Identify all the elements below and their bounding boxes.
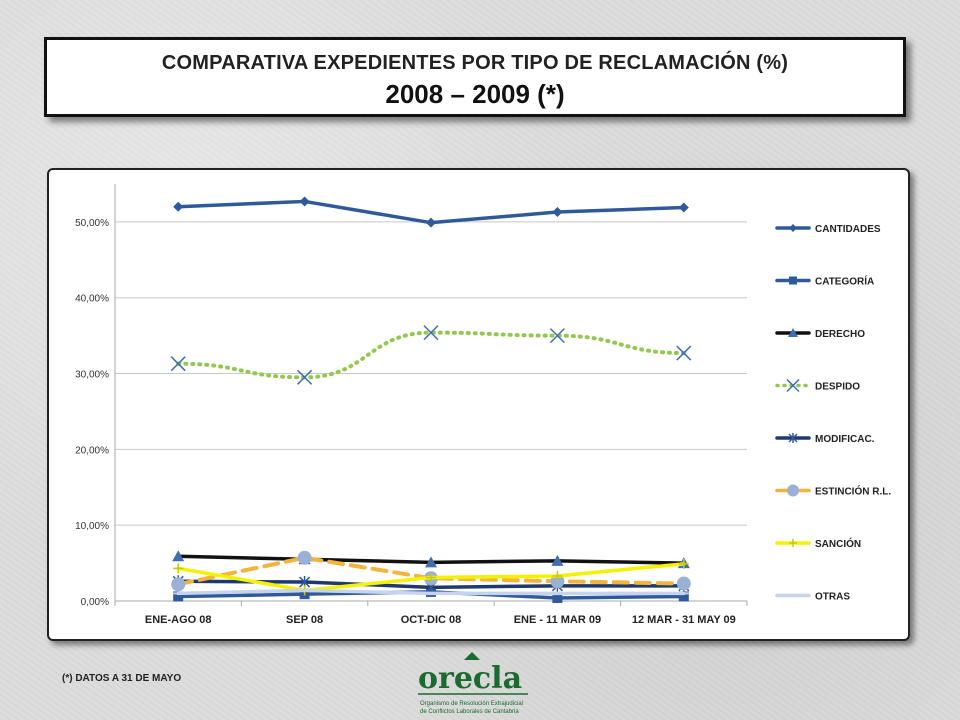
footnote: (*) DATOS A 31 DE MAYO	[62, 673, 182, 684]
data-point-cantidades	[552, 207, 563, 218]
legend-marker-categor-a	[789, 276, 797, 285]
x-tick-label: OCT-DIC 08	[401, 614, 462, 626]
data-point-estinci-n-r-l	[297, 550, 312, 565]
data-point-derecho	[425, 556, 437, 568]
logo-caption-1: Organismo de Resolución Extrajudicial	[420, 701, 523, 707]
data-point-despido	[170, 356, 186, 372]
x-tick-label: 12 MAR - 31 MAY 09	[632, 614, 736, 626]
logo-roof-icon	[464, 652, 480, 660]
data-point-derecho	[551, 554, 564, 566]
logo-caption-2: de Conflictos Laborales de Cantabria	[420, 709, 519, 715]
data-point-derecho	[172, 550, 185, 562]
legend-label-otras: OTRAS	[815, 592, 850, 603]
line-chart: 0,00% 10,00% 20,00% 30,00% 40,00% 50,00% ENE-A…	[75, 184, 891, 626]
data-point-estinci-n-r-l	[171, 577, 186, 592]
data-point-cantidades	[173, 201, 184, 212]
title-box: COMPARATIVA EXPEDIENTES POR TIPO DE RECL…	[44, 37, 906, 117]
legend-marker-estinci-n-r-l	[787, 484, 799, 497]
chart-subtitle: 2008 – 2009 (*)	[385, 79, 565, 109]
chart-frame: 0,00% 10,00% 20,00% 30,00% 40,00% 50,00% ENE-A…	[47, 168, 910, 641]
legend-marker-modificac	[788, 433, 798, 443]
legend-marker-derecho	[788, 328, 798, 337]
logo-wordmark: orecla	[418, 661, 522, 696]
orecla-logo: orecla Organismo de Resolución Extrajudi…	[418, 652, 528, 715]
y-tick-label: 40,00%	[75, 294, 109, 305]
y-tick-label: 10,00%	[75, 521, 109, 532]
legend-marker-sanci-n	[789, 539, 797, 547]
data-point-sanci-n	[678, 558, 689, 569]
data-point-sanci-n	[426, 572, 436, 583]
data-point-sanci-n	[173, 563, 184, 574]
data-point-categor-a	[552, 592, 563, 603]
legend-marker-despido	[786, 378, 800, 393]
y-tick-label: 0,00%	[81, 597, 109, 608]
series-line-despido	[176, 330, 686, 380]
y-tick-label: 30,00%	[75, 370, 109, 381]
data-point-estinci-n-r-l	[676, 576, 691, 591]
y-tick-label: 50,00%	[75, 218, 109, 229]
legend-label-categor-a: CATEGORÍA	[815, 275, 874, 288]
chart-title: COMPARATIVA EXPEDIENTES POR TIPO DE RECL…	[161, 52, 789, 74]
data-point-categor-a	[678, 591, 689, 602]
data-point-cantidades	[678, 202, 689, 213]
data-point-despido	[676, 345, 692, 361]
data-point-despido	[297, 369, 313, 385]
legend-label-derecho: DERECHO	[815, 329, 865, 340]
data-point-categor-a	[173, 591, 184, 602]
x-tick-label: ENE-AGO 08	[145, 614, 212, 626]
legend-label-estinci-n-r-l: ESTINCIÓN R.L.	[815, 485, 891, 498]
data-point-cantidades	[426, 217, 436, 228]
data-point-despido	[549, 328, 565, 344]
legend-label-despido: DESPIDO	[815, 382, 860, 393]
data-point-estinci-n-r-l	[550, 574, 565, 589]
legend-marker-cantidades	[789, 224, 797, 232]
y-tick-label: 20,00%	[75, 445, 109, 456]
legend-label-sanci-n: SANCIÓN	[815, 537, 861, 550]
legend-label-cantidades: CANTIDADES	[815, 224, 881, 235]
data-point-sanci-n	[552, 570, 563, 581]
x-tick-label: SEP 08	[286, 614, 323, 626]
x-tick-label: ENE - 11 MAR 09	[514, 614, 601, 626]
data-point-despido	[423, 325, 439, 341]
legend-label-modificac: MODIFICAC.	[815, 434, 875, 445]
data-point-cantidades	[299, 196, 310, 207]
